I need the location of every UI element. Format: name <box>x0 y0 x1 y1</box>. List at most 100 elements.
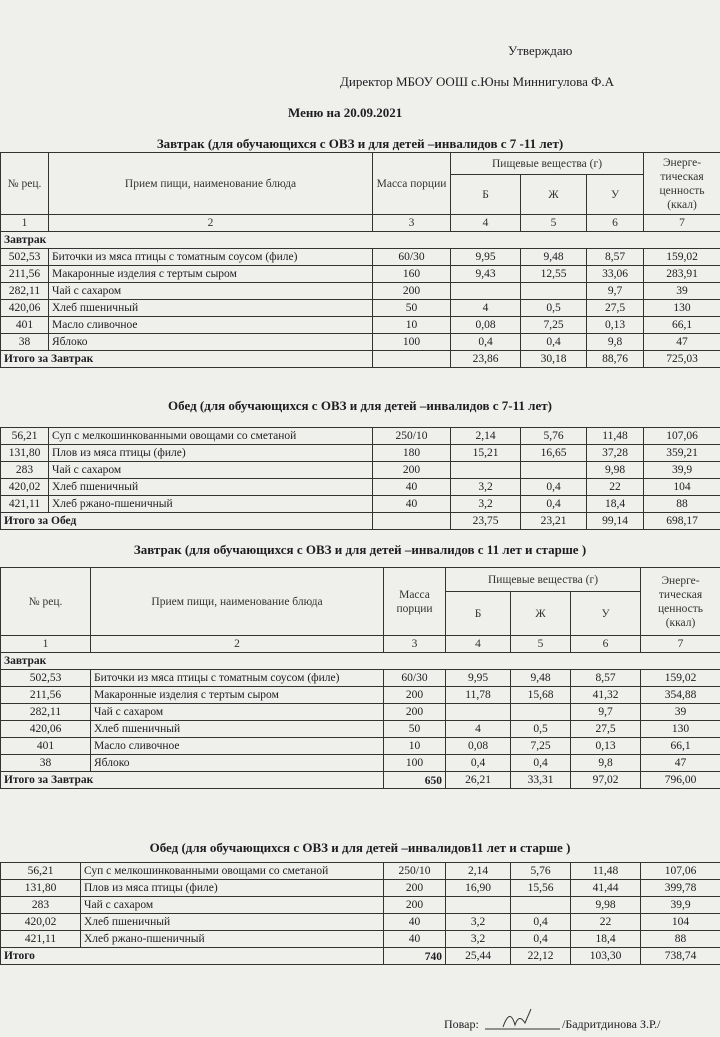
header-energy: Энерге-тическая ценность (ккал) <box>643 152 720 215</box>
total-value: 33,31 <box>510 771 571 789</box>
cell: 11,78 <box>445 686 511 704</box>
cell: 9,43 <box>450 265 521 283</box>
cell: 66,1 <box>640 737 720 755</box>
cell: 502,53 <box>0 248 49 266</box>
cell: 9,48 <box>520 248 587 266</box>
cell: 10 <box>383 737 446 755</box>
cell: 8,57 <box>569 669 642 687</box>
cell: 11,48 <box>570 862 641 880</box>
cell: 50 <box>383 720 446 738</box>
menu-row: 420,02 Хлеб пшеничный 40 3,2 0,4 22 104 <box>0 913 720 931</box>
cell <box>510 703 571 721</box>
menu-table: № рец. Прием пищи, наименование блюда Масс… <box>0 567 720 789</box>
cell: 211,56 <box>0 686 91 704</box>
cell: 0,4 <box>510 754 571 772</box>
dish-name: Макаронные изделия с тертым сыром <box>90 686 384 704</box>
cell: 131,80 <box>0 879 81 897</box>
cell: 7,25 <box>510 737 571 755</box>
total-value: 99,14 <box>586 512 644 530</box>
cell: 420,02 <box>0 913 81 931</box>
cell: 10 <box>372 316 451 334</box>
cell: 250/10 <box>372 427 451 445</box>
menu-title: Меню на 20.09.2021 <box>288 105 403 120</box>
dish-name: Хлеб пшеничный <box>90 720 384 738</box>
header-b: Б <box>445 591 511 636</box>
cell: 283 <box>0 896 81 914</box>
total-value: 796,00 <box>640 771 720 789</box>
dish-name: Яблоко <box>48 333 373 351</box>
dish-name: Макаронные изделия с тертым сыром <box>48 265 373 283</box>
total-value: 738,74 <box>640 947 720 965</box>
dish-name: Чай с сахаром <box>48 461 373 479</box>
dish-name: Суп с мелкошинкованными овощами со смета… <box>48 427 373 445</box>
cell: 420,06 <box>0 299 49 317</box>
cell: 12,55 <box>520 265 587 283</box>
section-title: Обед (для обучающихся с ОВЗ и для детей … <box>168 398 552 413</box>
cell: 15,21 <box>450 444 521 462</box>
menu-row: 131,80 Плов из мяса птицы (филе) 180 15,21 1… <box>0 444 720 462</box>
cell: 282,11 <box>0 703 91 721</box>
cell <box>450 282 521 300</box>
dish-name: Яблоко <box>90 754 384 772</box>
menu-row: 282,11 Чай с сахаром 200 9,7 39 <box>0 282 720 300</box>
header-row: № рец. Прием пищи, наименование блюда Масс… <box>0 567 720 636</box>
cell: 0,13 <box>569 737 642 755</box>
cell: 47 <box>643 333 720 351</box>
cell: 37,28 <box>586 444 644 462</box>
total-value: 23,75 <box>450 512 521 530</box>
cell: 66,1 <box>643 316 720 334</box>
menu-table: 56,21 Суп с мелкошинкованными овощами со … <box>0 862 720 965</box>
cell: 0,4 <box>510 930 571 948</box>
cell: 401 <box>0 737 91 755</box>
col-number: 7 <box>640 635 720 653</box>
cell: 159,02 <box>640 669 720 687</box>
menu-row: 56,21 Суп с мелкошинкованными овощами со … <box>0 862 720 880</box>
cell: 15,56 <box>510 879 571 897</box>
col-number: 4 <box>450 214 521 232</box>
dish-name: Хлеб пшеничный <box>48 478 373 496</box>
cell: 200 <box>383 686 446 704</box>
col-number: 7 <box>643 214 720 232</box>
section-title: Завтрак (для обучающихся с ОВЗ и для дет… <box>156 136 564 151</box>
group-row: Завтрак <box>0 231 720 249</box>
cell: 3,2 <box>450 495 521 513</box>
total-value: 725,03 <box>643 350 720 368</box>
dish-name: Хлеб пшеничный <box>80 913 384 931</box>
menu-row: 502,53 Биточки из мяса птицы с томатным с… <box>0 248 720 266</box>
dish-name: Хлеб ржано-пшеничный <box>80 930 384 948</box>
cell: 3,2 <box>450 478 521 496</box>
cell: 502,53 <box>0 669 91 687</box>
total-row: Итого 740 25,44 22,12 103,30 738,74 <box>0 947 720 965</box>
cell: 180 <box>372 444 451 462</box>
cell: 282,11 <box>0 282 49 300</box>
header-b: Б <box>450 174 521 215</box>
cell: 22 <box>586 478 644 496</box>
group-label: Завтрак <box>0 652 720 670</box>
cell: 421,11 <box>0 495 49 513</box>
menu-row: 282,11 Чай с сахаром 200 9,7 39 <box>0 703 720 721</box>
total-value: 23,21 <box>520 512 587 530</box>
cell <box>520 282 587 300</box>
cell: 0,4 <box>520 495 587 513</box>
signature <box>485 1008 560 1030</box>
total-value <box>372 350 451 368</box>
total-value: 30,18 <box>520 350 587 368</box>
col-number: 3 <box>383 635 446 653</box>
cell: 9,95 <box>450 248 521 266</box>
cell: 33,06 <box>585 265 645 283</box>
menu-row: 420,02 Хлеб пшеничный 40 3,2 0,4 22 104 <box>0 478 720 496</box>
cook-label: Повар: <box>444 1017 479 1031</box>
cell: 359,21 <box>643 444 720 462</box>
cell: 39,9 <box>640 896 720 914</box>
header-name: Прием пищи, наименование блюда <box>90 567 384 636</box>
cell: 9,48 <box>510 669 571 687</box>
cell: 283,91 <box>643 265 720 283</box>
cell: 100 <box>383 754 446 772</box>
cell: 0,08 <box>445 737 511 755</box>
cell: 4 <box>445 720 511 738</box>
cell: 38 <box>0 333 49 351</box>
